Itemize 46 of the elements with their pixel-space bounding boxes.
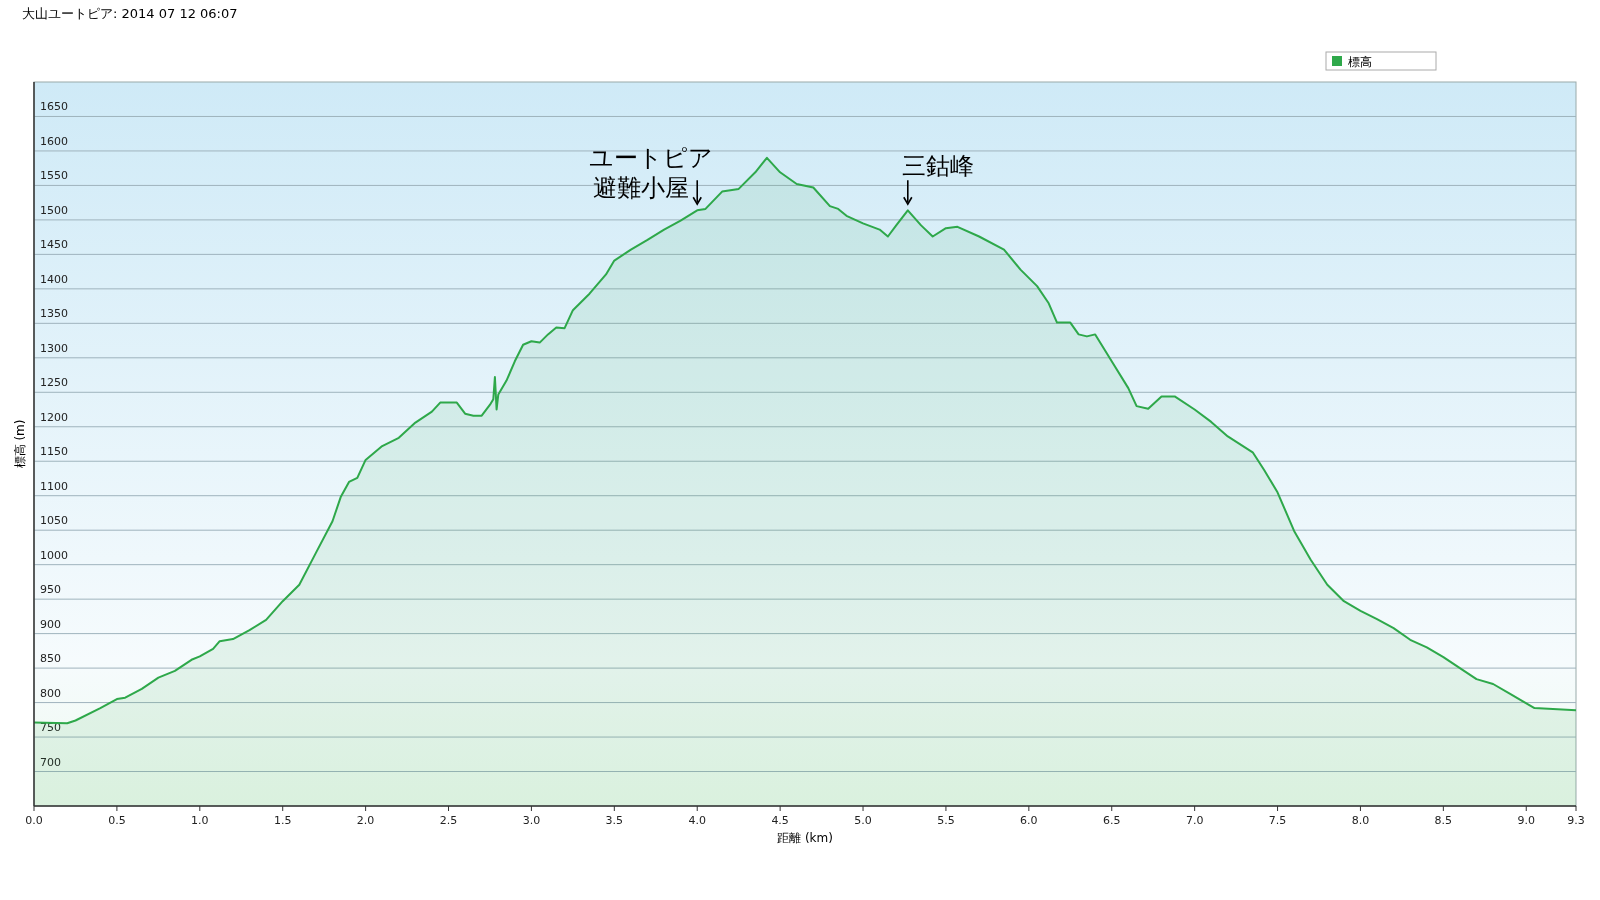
y-tick-label: 1050	[40, 514, 68, 528]
x-tick-label: 1.0	[191, 814, 209, 827]
x-tick-label: 5.0	[854, 814, 872, 827]
x-axis-title: 距離 (km)	[777, 831, 833, 845]
x-tick-label: 2.5	[439, 814, 458, 827]
x-tick-label: 8.5	[1434, 814, 1453, 827]
x-tick-label: 4.5	[771, 814, 789, 827]
x-tick-label: 6.5	[1102, 814, 1121, 827]
y-tick-label: 1200	[40, 410, 68, 424]
x-tick-label: 0.5	[108, 814, 126, 827]
y-tick-label: 1000	[40, 548, 68, 562]
y-tick-label: 700	[40, 755, 61, 769]
y-axis-title: 標高 (m)	[13, 419, 27, 469]
y-tick-label: 1350	[40, 307, 68, 321]
y-tick-label: 1400	[40, 272, 68, 286]
y-tick-label: 1600	[40, 134, 68, 148]
x-tick-label: 5.5	[937, 814, 955, 827]
y-tick-label: 1150	[40, 445, 68, 459]
y-tick-label: 900	[40, 617, 61, 631]
x-tick-label: 9.3	[1567, 814, 1585, 827]
annotation: 避難小屋	[593, 174, 690, 203]
y-tick-label: 1500	[40, 203, 68, 217]
y-tick-label: 1300	[40, 341, 68, 355]
y-tick-label: 1650	[40, 100, 68, 114]
x-tick-label: 8.0	[1351, 814, 1370, 827]
y-tick-label: 950	[40, 583, 61, 597]
x-tick-label: 0.0	[25, 814, 43, 827]
x-tick-label: 3.5	[605, 814, 624, 827]
y-tick-label: 1550	[40, 169, 68, 183]
x-tick-label: 1.5	[273, 814, 292, 827]
y-tick-label: 800	[40, 686, 61, 700]
annotation: ユートピア	[589, 144, 714, 173]
legend-label: 標高	[1348, 55, 1372, 69]
x-tick-label: 4.0	[688, 814, 706, 827]
x-tick-label: 3.0	[522, 814, 541, 827]
y-tick-label: 850	[40, 652, 61, 666]
x-tick-label: 7.5	[1268, 814, 1287, 827]
x-tick-label: 9.0	[1517, 814, 1536, 827]
x-tick-label: 6.0	[1020, 814, 1038, 827]
chart-title: 大山ユートピア: 2014 07 12 06:07	[22, 6, 238, 21]
x-tick-label: 7.0	[1185, 814, 1204, 827]
annotation: 三鈷峰	[901, 152, 974, 181]
y-tick-label: 1450	[40, 238, 68, 252]
y-tick-label: 1250	[40, 376, 68, 390]
y-tick-label: 1100	[40, 479, 68, 493]
x-tick-label: 2.0	[356, 814, 375, 827]
